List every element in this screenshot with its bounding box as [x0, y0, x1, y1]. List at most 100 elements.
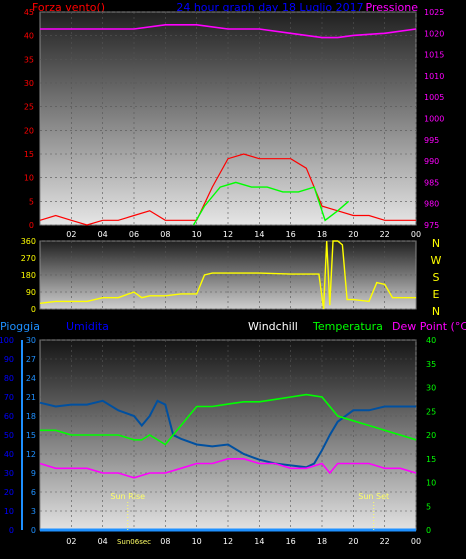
chart-title: 24 hour graph day 18 Luglio 2017	[176, 1, 363, 14]
rain-tick-label: 21	[26, 393, 36, 402]
time-tick-label: 16	[286, 537, 296, 546]
wind-average-line	[192, 181, 350, 226]
compass-label: W	[431, 254, 442, 267]
wind-tick-label: 15	[24, 150, 34, 159]
humidity-tick-label: 70	[4, 393, 14, 402]
temperature-line	[40, 393, 417, 446]
time-tick-label: 14	[254, 230, 264, 239]
humidity-axis: 0 10 20 30 40 50 60 70 80 90 100	[0, 336, 14, 535]
compass-label: S	[433, 271, 440, 284]
direction-tick-label: 90	[26, 288, 36, 297]
wind-tick-label: 10	[24, 174, 34, 183]
wind-axis-title: Forza vento()	[32, 1, 105, 14]
pressure-tick-label: 1005	[424, 93, 444, 102]
time-tick-label: 18	[317, 537, 327, 546]
time-tick-label: 16	[286, 230, 296, 239]
rain-tick-label: 0	[31, 526, 36, 535]
humidity-tick-label: 80	[4, 374, 14, 383]
direction-tick-label: 0	[31, 305, 36, 314]
wind-tick-label: 20	[24, 126, 34, 135]
wind-direction-line	[39, 240, 416, 310]
humidity-tick-label: 40	[4, 450, 14, 459]
wind-tick-label: 25	[24, 103, 34, 112]
temperature-tick-label: 20	[426, 431, 436, 440]
wind-tick-label: 35	[24, 55, 34, 64]
wind-direction-series	[39, 240, 416, 310]
pressure-tick-label: 1025	[424, 8, 444, 17]
sunrise-label: Sun Rise	[110, 492, 145, 501]
rain-tick-label: 27	[26, 355, 36, 364]
humidity-tick-label: 10	[4, 507, 14, 516]
direction-tick-label: 180	[21, 271, 36, 280]
humidity-tick-label: 0	[9, 526, 14, 535]
time-tick-label: 04	[98, 537, 108, 546]
time-tick-label: 12	[223, 537, 233, 546]
humidity-tick-label: 50	[4, 431, 14, 440]
sunset-label: Sun Set	[358, 492, 389, 501]
time-tick-label: 22	[380, 537, 390, 546]
rain-tick-label: 3	[31, 507, 36, 516]
wind-speed-line	[39, 153, 416, 226]
humidity-temperature-series	[39, 393, 417, 532]
wind-speed-axis: 0 5 10 15 20 25 30 35 40 45	[24, 8, 34, 230]
dewpoint-legend: Dew Point (°C)	[392, 320, 466, 333]
rain-tick-label: 9	[31, 469, 36, 478]
compass-label: N	[432, 305, 440, 318]
compass-label: N	[432, 237, 440, 250]
wind-pressure-grid	[40, 11, 417, 226]
time-tick-label: 02	[66, 230, 76, 239]
temperature-tick-label: 5	[426, 502, 431, 511]
sunrise-time-label: Sun06sec	[117, 538, 151, 546]
pressure-tick-label: 1010	[424, 72, 444, 81]
time-axis-bottom: 02 04 08 10 12 14 16 18 20 22 00	[66, 537, 421, 546]
humidity-axis-title: Umidita	[66, 320, 109, 333]
temperature-legend: Temperatura	[312, 320, 383, 333]
time-tick-label: 06	[129, 230, 139, 239]
humidity-line	[39, 399, 416, 469]
time-tick-label: 02	[66, 537, 76, 546]
humidity-tick-label: 100	[0, 336, 14, 345]
time-axis-top: 02 04 06 08 10 12 14 16 18 20 22 00	[66, 230, 421, 239]
sun-annotations: Sun Rise Sun Set Sun06sec	[110, 492, 389, 546]
wind-tick-label: 30	[24, 79, 34, 88]
rain-tick-label: 18	[26, 412, 36, 421]
wind-tick-label: 0	[29, 221, 34, 230]
temperature-tick-label: 30	[426, 384, 436, 393]
time-tick-label: 10	[192, 230, 202, 239]
humidity-tick-label: 60	[4, 412, 14, 421]
rain-tick-label: 30	[26, 336, 36, 345]
wind-tick-label: 40	[24, 32, 34, 41]
time-tick-label: 12	[223, 230, 233, 239]
dewpoint-line	[39, 457, 417, 479]
rain-tick-label: 15	[26, 431, 36, 440]
time-tick-label: 00	[411, 537, 421, 546]
rain-axis: 0 3 6 9 12 15 18 21 24 27 30	[21, 336, 36, 535]
temperature-tick-label: 35	[426, 360, 436, 369]
time-tick-label: 04	[98, 230, 108, 239]
time-tick-label: 10	[192, 537, 202, 546]
humidity-tick-label: 90	[4, 355, 14, 364]
pressure-tick-label: 1015	[424, 51, 444, 60]
temperature-tick-label: 0	[426, 526, 431, 535]
pressure-axis-title: Pressione	[366, 1, 419, 14]
temperature-tick-label: 40	[426, 336, 436, 345]
pressure-axis: 975 980 985 990 995 1000 1005 1010 1015 1020 1025	[424, 8, 444, 230]
windchill-legend: Windchill	[248, 320, 298, 333]
pressure-tick-label: 990	[424, 157, 439, 166]
time-tick-label: 22	[380, 230, 390, 239]
wind-pressure-series	[39, 23, 417, 226]
humidity-tick-label: 30	[4, 469, 14, 478]
pressure-tick-label: 980	[424, 200, 439, 209]
temperature-axis: 0 5 10 15 20 25 30 35 40	[426, 336, 436, 535]
time-tick-label: 18	[317, 230, 327, 239]
rain-tick-label: 6	[31, 488, 36, 497]
wind-tick-label: 45	[24, 8, 34, 17]
time-tick-label: 08	[160, 230, 170, 239]
rain-axis-title: Pioggia	[0, 320, 40, 333]
time-tick-label: 20	[348, 537, 358, 546]
